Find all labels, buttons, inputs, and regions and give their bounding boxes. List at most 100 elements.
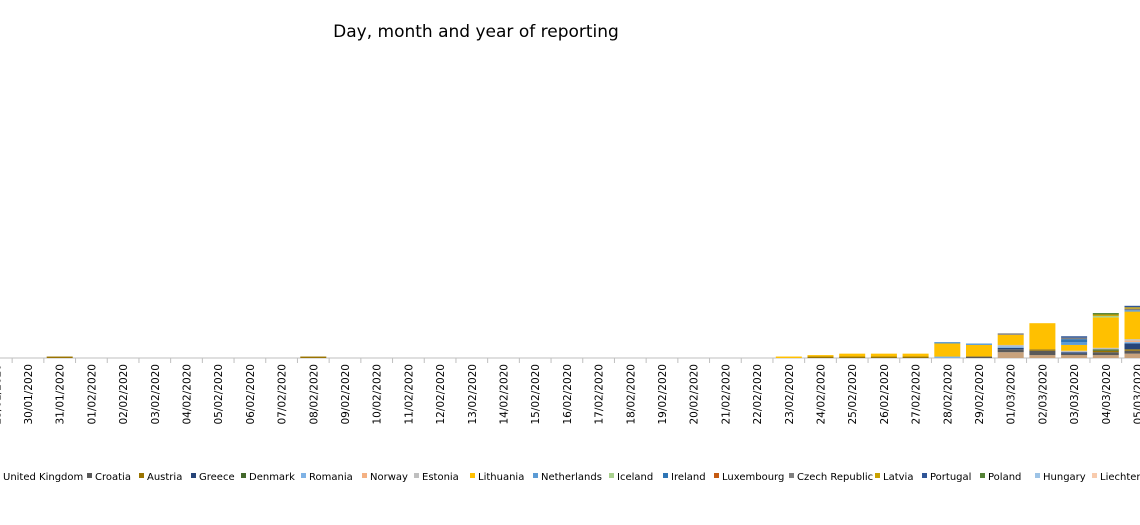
legend-label: Iceland: [617, 472, 653, 483]
legend-label: Estonia: [422, 472, 459, 483]
bar-segment: [839, 353, 866, 357]
legend-item: Ireland: [663, 472, 706, 483]
x-tick-label: 16/02/2020: [562, 364, 574, 425]
legend-label: Czech Republic: [797, 472, 873, 483]
legend-label: Croatia: [95, 472, 131, 483]
legend-label: Lithuania: [478, 472, 524, 483]
bar-segment: [1092, 349, 1119, 351]
legend-swatch: [470, 473, 475, 478]
bar-segment: [997, 347, 1024, 350]
legend-item: Croatia: [87, 472, 131, 483]
x-tick-label: 05/03/2020: [1133, 364, 1140, 425]
x-tick-label: 08/02/2020: [308, 364, 320, 425]
bar-segment: [1092, 315, 1119, 318]
x-tick-label: 23/02/2020: [784, 364, 796, 425]
legend-swatch: [301, 473, 306, 478]
bar-segment: [870, 353, 897, 357]
x-tick-label: 29/01/2020: [0, 364, 3, 425]
legend-swatch: [362, 473, 367, 478]
legend-item: Denmark: [241, 472, 295, 483]
x-tick-label: 03/02/2020: [150, 364, 162, 425]
legend-swatch: [922, 473, 927, 478]
legend-swatch: [663, 473, 668, 478]
x-tick-labels: 29/01/2020 30/01/2020 31/01/2020 01/02/2020…: [0, 358, 1140, 425]
legend-label: Luxembourg: [722, 472, 784, 483]
bar-segment: [1124, 305, 1140, 308]
legend-swatch: [1035, 473, 1040, 478]
legend-label: Greece: [199, 472, 235, 483]
x-tick-label: 15/02/2020: [530, 364, 542, 425]
x-tick-label: 18/02/2020: [625, 364, 637, 425]
x-tick-label: 04/02/2020: [182, 364, 194, 425]
x-tick-label: 01/02/2020: [86, 364, 98, 425]
legend-item: Liechten: [1092, 472, 1140, 483]
x-tick-label: 27/02/2020: [911, 364, 923, 425]
legend-swatch: [980, 473, 985, 478]
bar-segment: [1061, 353, 1088, 356]
legend-label: Portugal: [930, 472, 971, 483]
legend-swatch: [191, 473, 196, 478]
legend-item: Czech Republic: [789, 472, 873, 483]
bar-segment: [1061, 336, 1088, 338]
bar-segment: [1124, 339, 1140, 341]
legend-item: Iceland: [609, 472, 653, 483]
bar-segment: [934, 356, 961, 358]
bar-segment: [1124, 343, 1140, 350]
legend-swatch: [1092, 473, 1097, 478]
bar-segment: [1124, 350, 1140, 354]
legend-swatch: [87, 473, 92, 478]
x-tick-label: 14/02/2020: [499, 364, 511, 425]
legend-label: Latvia: [883, 472, 913, 483]
x-tick-label: 01/03/2020: [1006, 364, 1018, 425]
legend-item: Portugal: [922, 472, 971, 483]
x-tick-label: 26/02/2020: [879, 364, 891, 425]
bar-segment: [1061, 337, 1088, 340]
bar-segment: [1029, 355, 1056, 358]
bar-segment: [934, 343, 961, 357]
x-tick-label: 31/01/2020: [55, 364, 67, 425]
x-tick-label: 22/02/2020: [752, 364, 764, 425]
bars-group: [46, 305, 1140, 358]
bar-segment: [1124, 307, 1140, 309]
legend-item: Latvia: [875, 472, 913, 483]
bar-segment: [997, 346, 1024, 348]
x-tick-label: 24/02/2020: [816, 364, 828, 425]
x-tick-label: 17/02/2020: [594, 364, 606, 425]
bar-segment: [1124, 340, 1140, 343]
bar-segment: [870, 356, 897, 358]
chart-title: Day, month and year of reporting: [333, 22, 619, 42]
bar-segment: [1061, 352, 1088, 354]
bar-segment: [1124, 311, 1140, 340]
x-tick-label: 04/03/2020: [1101, 364, 1113, 425]
x-tick-label: 11/02/2020: [403, 364, 415, 425]
bar-segment: [997, 334, 1024, 345]
bar-segment: [1092, 355, 1119, 358]
bar-segment: [902, 353, 929, 357]
bar-segment: [839, 356, 866, 358]
bar-segment: [1061, 344, 1088, 351]
legend-item: Romania: [301, 472, 353, 483]
x-tick-label: 20/02/2020: [689, 364, 701, 425]
legend-swatch: [414, 473, 419, 478]
bar-segment: [1029, 323, 1056, 350]
legend-label: Romania: [309, 472, 353, 483]
bar-segment: [300, 356, 327, 358]
x-tick-label: 12/02/2020: [435, 364, 447, 425]
bar-segment: [1124, 349, 1140, 351]
legend-item: Estonia: [414, 472, 459, 483]
bar-segment: [902, 356, 929, 358]
x-tick-label: 25/02/2020: [847, 364, 859, 425]
legend: United Kingdom Croatia Austria Greece Denmar…: [3, 472, 1140, 483]
x-tick-label: 21/02/2020: [720, 364, 732, 425]
bar-segment: [1029, 350, 1056, 356]
bar-segment: [46, 356, 73, 358]
legend-label: Liechten: [1100, 472, 1140, 483]
bar-segment: [807, 355, 834, 357]
bar-segment: [997, 333, 1024, 335]
x-tick-label: 02/02/2020: [118, 364, 130, 425]
legend-item: Lithuania: [470, 472, 524, 483]
x-tick-label: 28/02/2020: [942, 364, 954, 425]
bar-segment: [1092, 350, 1119, 353]
x-tick-label: 05/02/2020: [213, 364, 225, 425]
